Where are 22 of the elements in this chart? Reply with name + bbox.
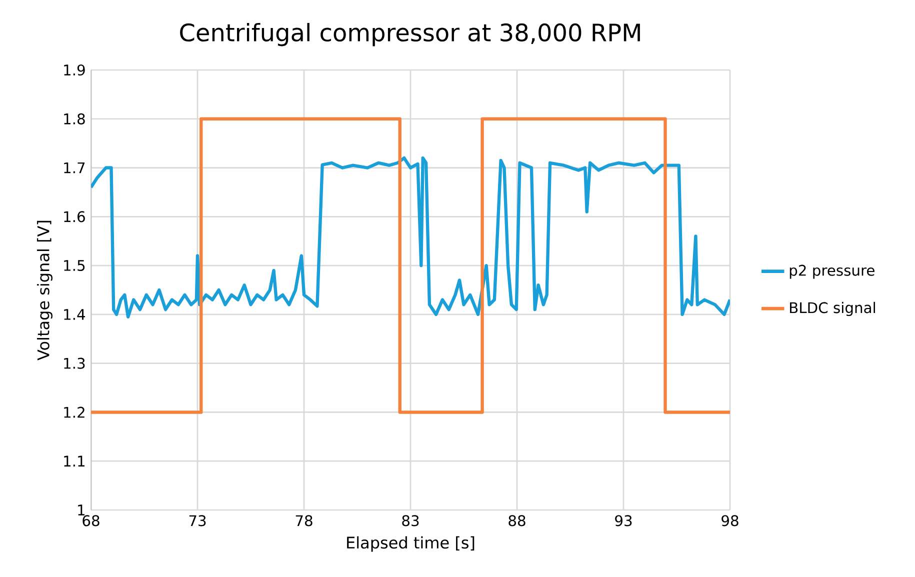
y-tick-label: 1.1 xyxy=(64,456,84,466)
y-tick-label: 1.4 xyxy=(64,309,86,320)
x-tick-label: 73 xyxy=(189,515,206,526)
y-tick-label: 1 xyxy=(78,504,84,516)
y-tick-label: 1.5 xyxy=(64,260,85,272)
y-tick-label: 1.6 xyxy=(64,211,85,222)
y-axis-title: Voltage signal [V] xyxy=(37,220,52,360)
x-axis-title: Elapsed time [s] xyxy=(347,536,474,552)
x-tick-label: 78 xyxy=(296,515,312,526)
x-tick-label: 83 xyxy=(402,515,419,526)
y-tick-label: 1.8 xyxy=(64,113,85,124)
x-tick-label: 98 xyxy=(722,515,738,526)
y-tick-label: 1.7 xyxy=(64,162,85,174)
legend-label: p2 pressure xyxy=(790,264,874,279)
y-tick-label: 1.9 xyxy=(64,64,85,76)
x-tick-label: 93 xyxy=(615,515,632,526)
legend-label: BLDC signal xyxy=(790,302,876,316)
x-tick-label: 88 xyxy=(508,515,526,526)
y-tick-label: 1.3 xyxy=(64,358,85,369)
y-tick-label: 1.2 xyxy=(64,406,84,418)
chart-title: Centrifugal compressor at 38,000 RPM xyxy=(180,22,640,46)
x-tick-label: 68 xyxy=(82,515,100,526)
